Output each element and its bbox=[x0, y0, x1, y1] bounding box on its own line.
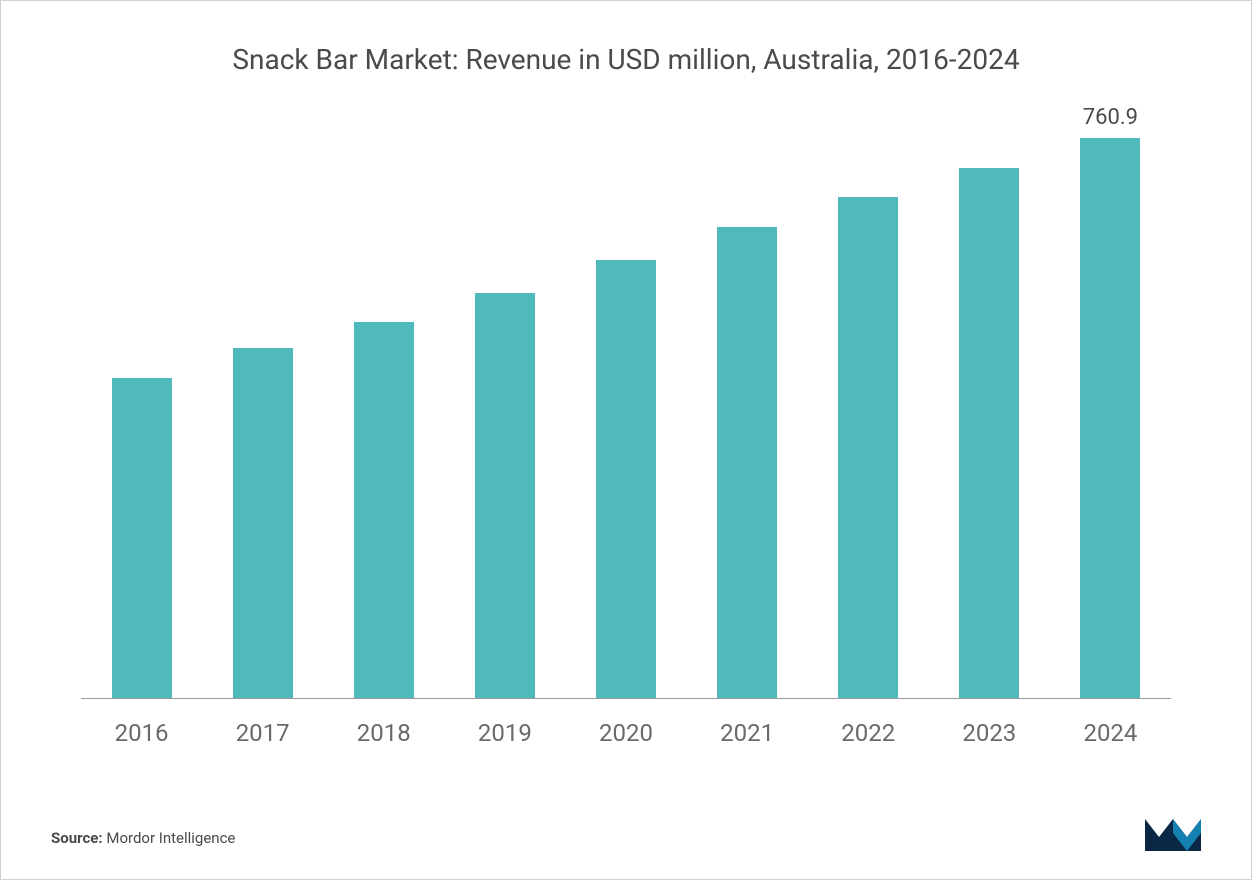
bar-group: 760.9 bbox=[1050, 109, 1171, 698]
x-axis-tick: 2019 bbox=[444, 719, 565, 747]
mordor-logo-icon bbox=[1145, 813, 1201, 851]
source-attribution: Source: Mordor Intelligence bbox=[51, 829, 235, 847]
bar bbox=[717, 227, 777, 698]
x-axis-tick: 2016 bbox=[81, 719, 202, 747]
x-axis-tick: 2018 bbox=[323, 719, 444, 747]
bar-group bbox=[565, 109, 686, 698]
bar bbox=[354, 322, 414, 697]
chart-container: Snack Bar Market: Revenue in USD million… bbox=[0, 0, 1252, 880]
bar-group bbox=[687, 109, 808, 698]
plot-area: 760.9 bbox=[81, 109, 1171, 699]
bar-group bbox=[808, 109, 929, 698]
x-axis-tick: 2022 bbox=[808, 719, 929, 747]
source-label: Source: bbox=[51, 829, 103, 847]
x-axis-tick: 2023 bbox=[929, 719, 1050, 747]
x-axis-tick: 2024 bbox=[1050, 719, 1171, 747]
bar-group bbox=[202, 109, 323, 698]
bar-group bbox=[81, 109, 202, 698]
chart-title: Snack Bar Market: Revenue in USD million… bbox=[51, 41, 1201, 79]
bar bbox=[112, 378, 172, 698]
bars-wrapper: 760.9 bbox=[81, 109, 1171, 699]
bar-group bbox=[323, 109, 444, 698]
x-axis: 201620172018201920202021202220232024 bbox=[81, 719, 1171, 747]
bar bbox=[838, 197, 898, 698]
bar bbox=[596, 260, 656, 698]
bar bbox=[1080, 138, 1140, 698]
bar bbox=[475, 293, 535, 698]
x-axis-tick: 2020 bbox=[565, 719, 686, 747]
x-axis-tick: 2021 bbox=[687, 719, 808, 747]
bar-group bbox=[444, 109, 565, 698]
bar bbox=[959, 168, 1019, 698]
bar bbox=[233, 348, 293, 698]
bar-value-label: 760.9 bbox=[1083, 105, 1138, 130]
x-axis-tick: 2017 bbox=[202, 719, 323, 747]
source-value: Mordor Intelligence bbox=[106, 829, 235, 847]
bar-group bbox=[929, 109, 1050, 698]
